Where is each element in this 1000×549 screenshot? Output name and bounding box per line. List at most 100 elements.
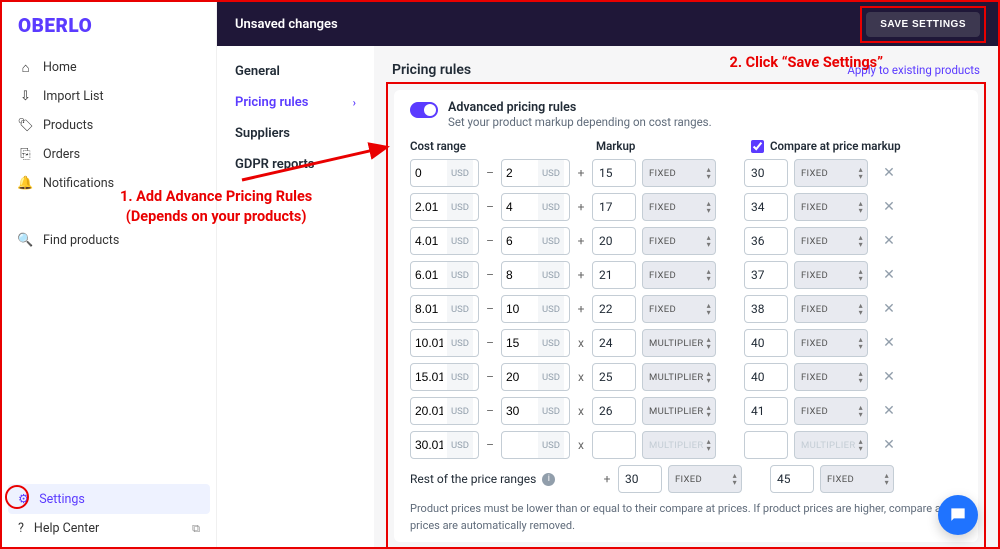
delete-rule-button[interactable]: ✕	[880, 334, 898, 352]
subnav-suppliers[interactable]: Suppliers	[217, 118, 374, 149]
cost-low-input[interactable]: USD	[410, 227, 479, 255]
delete-rule-button[interactable]: ✕	[880, 436, 898, 454]
rest-markup-value[interactable]: 30	[618, 465, 662, 493]
markup-type-select[interactable]: FIXED▴▾	[642, 159, 716, 187]
advanced-rules-toggle[interactable]	[410, 102, 438, 118]
sidebar-item-orders[interactable]: ⎘Orders	[8, 140, 210, 169]
apply-existing-link[interactable]: Apply to existing products	[847, 63, 980, 77]
compare-type-select[interactable]: FIXED▴▾	[794, 363, 868, 391]
compare-value[interactable]: 30	[744, 159, 788, 187]
markup-type-select[interactable]: MULTIPLIER▴▾	[642, 431, 716, 459]
compare-type-select[interactable]: MULTIPLIER▴▾	[794, 431, 868, 459]
cost-high-field[interactable]	[502, 438, 538, 452]
rest-compare-type[interactable]: FIXED▴▾	[820, 465, 894, 493]
subnav-gdpr[interactable]: GDPR reports	[217, 149, 374, 180]
cost-low-field[interactable]	[411, 438, 447, 452]
markup-value[interactable]: 24	[592, 329, 636, 357]
subnav-general[interactable]: General	[217, 56, 374, 87]
delete-rule-button[interactable]: ✕	[880, 368, 898, 386]
cost-high-field[interactable]	[502, 404, 538, 418]
cost-low-input[interactable]: USD	[410, 363, 479, 391]
delete-rule-button[interactable]: ✕	[880, 198, 898, 216]
cost-high-input[interactable]: USD	[501, 227, 570, 255]
delete-rule-button[interactable]: ✕	[880, 232, 898, 250]
markup-type-select[interactable]: MULTIPLIER▴▾	[642, 363, 716, 391]
cost-high-field[interactable]	[502, 370, 538, 384]
markup-value[interactable]: 26	[592, 397, 636, 425]
compare-type-select[interactable]: FIXED▴▾	[794, 397, 868, 425]
cost-low-field[interactable]	[411, 302, 447, 316]
compare-value[interactable]: 34	[744, 193, 788, 221]
sidebar-item-home[interactable]: ⌂Home	[8, 53, 210, 82]
sidebar-settings[interactable]: ⚙ Settings	[8, 484, 210, 514]
compare-value[interactable]: 41	[744, 397, 788, 425]
compare-type-select[interactable]: FIXED▴▾	[794, 329, 868, 357]
cost-low-input[interactable]: USD	[410, 193, 479, 221]
delete-rule-button[interactable]: ✕	[880, 402, 898, 420]
info-icon[interactable]: i	[542, 473, 555, 486]
markup-type-select[interactable]: FIXED▴▾	[642, 261, 716, 289]
cost-low-field[interactable]	[411, 336, 447, 350]
markup-value[interactable]: 25	[592, 363, 636, 391]
rest-compare-value[interactable]: 45	[770, 465, 814, 493]
markup-value[interactable]: 20	[592, 227, 636, 255]
markup-type-select[interactable]: MULTIPLIER▴▾	[642, 397, 716, 425]
sidebar-item-products[interactable]: 🏷Products	[8, 111, 210, 140]
cost-low-input[interactable]: USD	[410, 295, 479, 323]
compare-value[interactable]: 37	[744, 261, 788, 289]
cost-high-field[interactable]	[502, 234, 538, 248]
cost-high-field[interactable]	[502, 166, 538, 180]
cost-high-input[interactable]: USD	[501, 329, 570, 357]
sidebar-help[interactable]: ? Help Center ⧉	[8, 514, 210, 543]
cost-high-input[interactable]: USD	[501, 193, 570, 221]
cost-low-input[interactable]: USD	[410, 431, 479, 459]
cost-high-input[interactable]: USD	[501, 397, 570, 425]
cost-low-input[interactable]: USD	[410, 261, 479, 289]
cost-high-input[interactable]: USD	[501, 431, 570, 459]
cost-high-input[interactable]: USD	[501, 159, 570, 187]
save-settings-button[interactable]: SAVE SETTINGS	[866, 12, 980, 37]
cost-high-field[interactable]	[502, 302, 538, 316]
markup-type-select[interactable]: FIXED▴▾	[642, 193, 716, 221]
markup-type-select[interactable]: FIXED▴▾	[642, 295, 716, 323]
compare-type-select[interactable]: FIXED▴▾	[794, 295, 868, 323]
cost-low-field[interactable]	[411, 200, 447, 214]
cost-low-input[interactable]: USD	[410, 329, 479, 357]
cost-high-input[interactable]: USD	[501, 295, 570, 323]
markup-type-select[interactable]: FIXED▴▾	[642, 227, 716, 255]
cost-low-input[interactable]: USD	[410, 159, 479, 187]
compare-value[interactable]	[744, 431, 788, 459]
sidebar-item-import-list[interactable]: ⇩Import List	[8, 82, 210, 111]
cost-low-input[interactable]: USD	[410, 397, 479, 425]
rest-markup-type[interactable]: FIXED▴▾	[668, 465, 742, 493]
markup-value[interactable]: 21	[592, 261, 636, 289]
chat-widget[interactable]	[938, 495, 978, 535]
delete-rule-button[interactable]: ✕	[880, 266, 898, 284]
delete-rule-button[interactable]: ✕	[880, 300, 898, 318]
markup-type-select[interactable]: MULTIPLIER▴▾	[642, 329, 716, 357]
markup-value[interactable]: 17	[592, 193, 636, 221]
compare-value[interactable]: 40	[744, 363, 788, 391]
cost-low-field[interactable]	[411, 166, 447, 180]
cost-high-input[interactable]: USD	[501, 363, 570, 391]
sidebar-find-products[interactable]: 🔍 Find products	[8, 226, 210, 255]
cost-high-field[interactable]	[502, 268, 538, 282]
compare-value[interactable]: 36	[744, 227, 788, 255]
subnav-pricing[interactable]: Pricing rules ›	[217, 87, 374, 118]
cost-low-field[interactable]	[411, 370, 447, 384]
cost-high-field[interactable]	[502, 336, 538, 350]
compare-checkbox[interactable]	[751, 140, 764, 153]
delete-rule-button[interactable]: ✕	[880, 164, 898, 182]
cost-high-input[interactable]: USD	[501, 261, 570, 289]
markup-value[interactable]	[592, 431, 636, 459]
cost-high-field[interactable]	[502, 200, 538, 214]
cost-low-field[interactable]	[411, 404, 447, 418]
sidebar-item-notifications[interactable]: 🔔Notifications	[8, 169, 210, 198]
compare-type-select[interactable]: FIXED▴▾	[794, 261, 868, 289]
markup-value[interactable]: 15	[592, 159, 636, 187]
compare-value[interactable]: 40	[744, 329, 788, 357]
compare-type-select[interactable]: FIXED▴▾	[794, 193, 868, 221]
compare-value[interactable]: 38	[744, 295, 788, 323]
cost-low-field[interactable]	[411, 234, 447, 248]
cost-low-field[interactable]	[411, 268, 447, 282]
